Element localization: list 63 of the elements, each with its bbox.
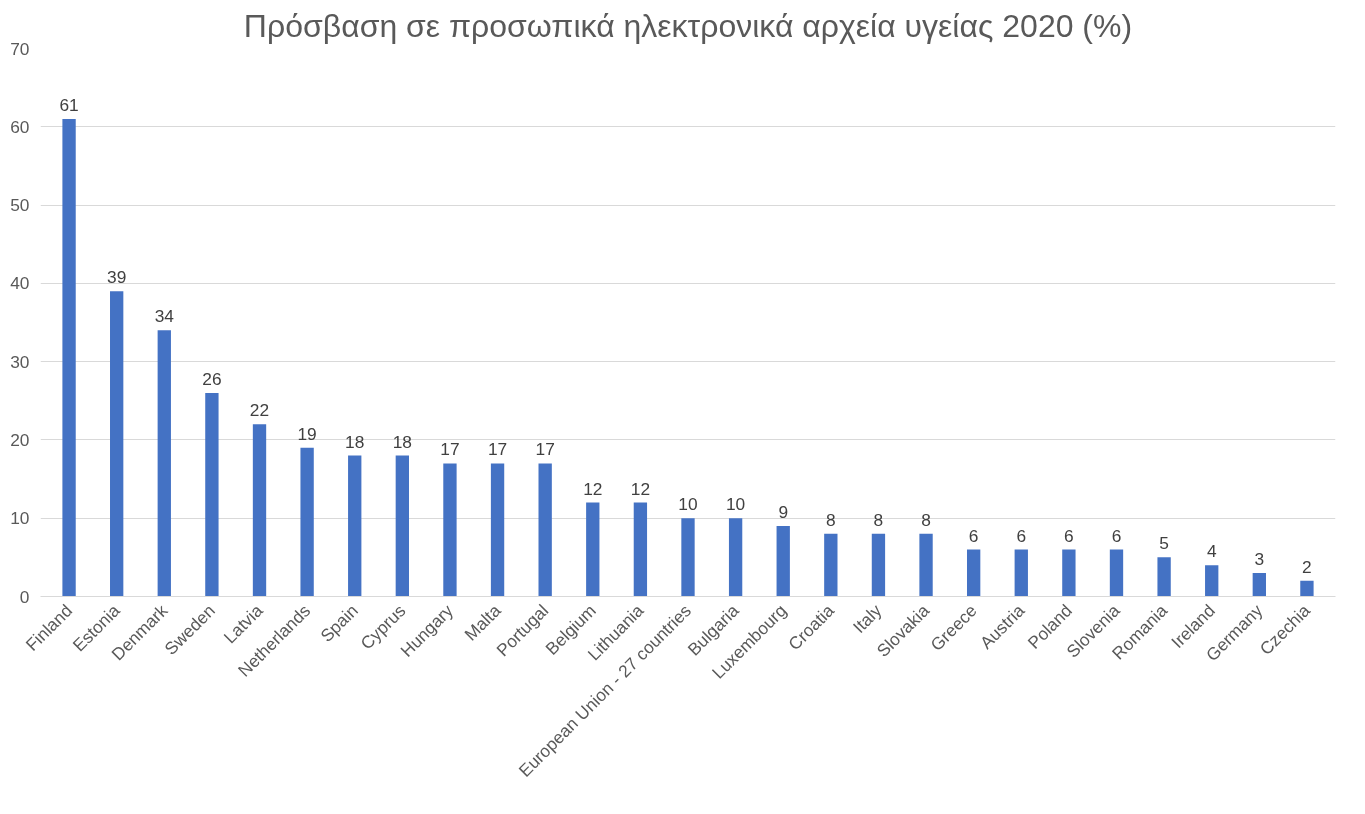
bar (728, 518, 743, 597)
bar (1252, 573, 1266, 597)
data-label: 26 (202, 368, 222, 389)
bar (62, 118, 76, 597)
data-label: 12 (583, 478, 603, 499)
data-label: 6 (968, 525, 979, 546)
y-tick-label: 0 (19, 586, 30, 607)
data-label: 6 (1016, 525, 1027, 546)
bar (919, 533, 933, 597)
bar (1300, 580, 1314, 597)
data-label: 6 (1064, 525, 1074, 546)
bar (252, 424, 267, 597)
bar (300, 447, 314, 597)
bar (205, 392, 219, 597)
data-label: 8 (873, 509, 884, 530)
data-label: 34 (154, 306, 175, 327)
bar (967, 549, 981, 597)
y-tick-label: 50 (10, 195, 30, 216)
data-label: 10 (678, 494, 698, 515)
bar (633, 502, 648, 597)
data-label: 39 (107, 267, 127, 288)
bar (1014, 549, 1028, 597)
data-label: 19 (297, 423, 317, 444)
bar (1062, 549, 1076, 597)
data-label: 12 (630, 478, 651, 499)
data-label: 17 (440, 439, 460, 460)
data-label: 61 (59, 94, 79, 115)
y-tick-label: 30 (10, 351, 30, 372)
bar (681, 518, 695, 597)
bar (776, 526, 790, 597)
data-label: 5 (1159, 533, 1169, 554)
data-label: 6 (1111, 525, 1122, 546)
bar (1157, 557, 1171, 597)
bar (824, 533, 838, 597)
chart-title: Πρόσβαση σε προσωπικά ηλεκτρονικά αρχεία υγείας 2020 (%) (243, 7, 1133, 44)
y-tick-label: 40 (10, 273, 30, 294)
y-tick-label: 70 (10, 38, 30, 59)
bar (443, 463, 457, 597)
bar (395, 455, 409, 597)
data-label: 18 (392, 431, 412, 452)
data-label: 18 (345, 431, 365, 452)
bar (157, 330, 171, 597)
bar (1205, 565, 1219, 597)
y-tick-label: 20 (10, 429, 30, 450)
data-label: 9 (778, 502, 789, 523)
y-tick-label: 60 (10, 116, 30, 137)
bar (1109, 549, 1124, 597)
data-label: 17 (535, 439, 555, 460)
data-label: 8 (826, 509, 836, 530)
data-label: 22 (249, 400, 270, 421)
data-label: 2 (1302, 556, 1312, 577)
bar (586, 502, 600, 597)
data-label: 4 (1206, 541, 1217, 562)
bar (871, 533, 886, 597)
bar (490, 463, 505, 597)
data-label: 8 (921, 509, 931, 530)
bar (538, 463, 552, 597)
bar (110, 291, 124, 597)
data-label: 10 (725, 494, 746, 515)
data-label: 17 (487, 439, 508, 460)
bar (348, 455, 362, 597)
data-label: 3 (1254, 549, 1265, 570)
y-tick-label: 10 (10, 508, 30, 529)
